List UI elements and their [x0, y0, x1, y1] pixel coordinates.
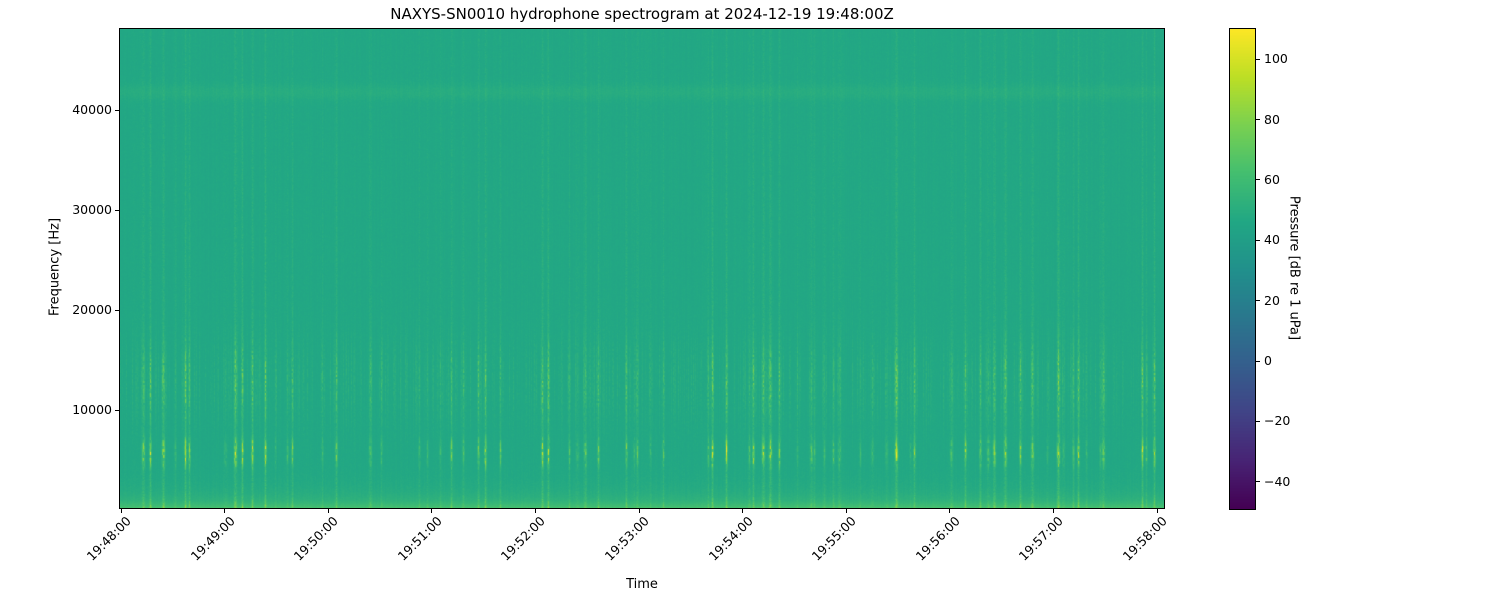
- y-tick-label: 10000: [72, 402, 112, 417]
- colorbar-gradient: [1230, 29, 1255, 509]
- figure-title: NAXYS-SN0010 hydrophone spectrogram at 2…: [390, 5, 894, 23]
- plot-area: [119, 28, 1165, 509]
- x-tick-mark: [224, 509, 226, 513]
- y-tick-label: 30000: [72, 202, 112, 217]
- colorbar-tick-mark: [1256, 300, 1260, 302]
- y-tick-mark: [115, 209, 119, 211]
- colorbar-tick-mark: [1256, 360, 1260, 362]
- colorbar-tick-label: −40: [1264, 473, 1291, 489]
- y-axis-label: Frequency [Hz]: [47, 217, 63, 317]
- x-tick-mark: [949, 509, 951, 513]
- x-tick-mark: [742, 509, 744, 513]
- x-tick-label: 19:48:00: [83, 513, 134, 564]
- colorbar-tick-mark: [1256, 481, 1260, 483]
- x-axis-label: Time: [626, 577, 658, 592]
- colorbar-tick-label: 0: [1264, 353, 1272, 369]
- x-tick-mark: [327, 509, 329, 513]
- colorbar-tick-label: 40: [1264, 232, 1280, 248]
- x-tick-mark: [845, 509, 847, 513]
- colorbar-tick-mark: [1256, 179, 1260, 181]
- y-tick-mark: [115, 109, 119, 111]
- y-tick-mark: [115, 409, 119, 411]
- x-tick-mark: [1156, 509, 1158, 513]
- colorbar-tick-label: 20: [1264, 292, 1280, 308]
- colorbar-tick-mark: [1256, 119, 1260, 121]
- x-tick-mark: [534, 509, 536, 513]
- x-tick-mark: [431, 509, 433, 513]
- colorbar-tick-mark: [1256, 239, 1260, 241]
- colorbar-tick-label: −20: [1264, 413, 1291, 429]
- x-tick-mark: [638, 509, 640, 513]
- colorbar-tick-label: 60: [1264, 171, 1280, 187]
- colorbar: [1229, 28, 1256, 510]
- x-tick-mark: [1052, 509, 1054, 513]
- colorbar-label: Pressure [dB re 1 uPa]: [1286, 195, 1302, 341]
- colorbar-tick-label: 100: [1264, 51, 1288, 67]
- y-tick-label: 40000: [72, 102, 112, 117]
- colorbar-tick-label: 80: [1264, 111, 1280, 127]
- x-tick-mark: [120, 509, 122, 513]
- spectrogram-image: [120, 29, 1164, 508]
- colorbar-tick-mark: [1256, 420, 1260, 422]
- y-tick-mark: [115, 309, 119, 311]
- colorbar-tick-mark: [1256, 58, 1260, 60]
- y-tick-label: 20000: [72, 302, 112, 317]
